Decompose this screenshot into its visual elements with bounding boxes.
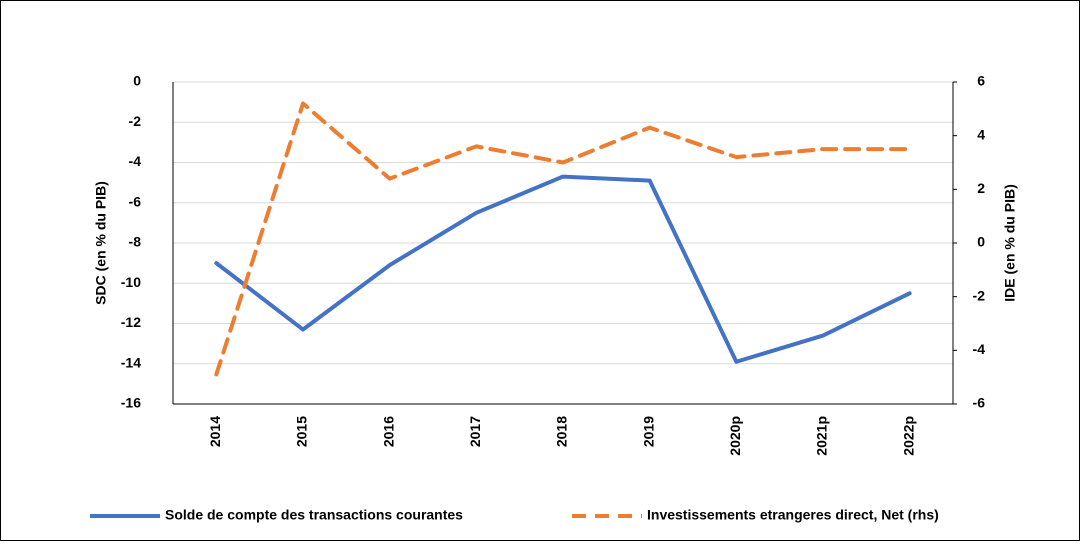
- y-tick-label: -12: [121, 314, 141, 330]
- series-line: [214, 101, 912, 377]
- series-line: [214, 174, 912, 364]
- y2-tick-label: -6: [973, 395, 986, 411]
- x-tick-label: 2021p: [814, 416, 830, 456]
- x-tick-label: 2017: [467, 416, 483, 447]
- y-tick-label: -2: [129, 113, 142, 129]
- x-tick-label: 2016: [380, 416, 396, 447]
- y-tick-label: -4: [129, 153, 142, 169]
- y-tick-label: -8: [129, 234, 142, 250]
- y-tick-label: -14: [121, 354, 141, 370]
- x-tick-label: 2020p: [727, 416, 743, 456]
- x-tick-label: 2019: [640, 416, 656, 447]
- x-tick-label: 2018: [554, 416, 570, 447]
- y-axis-title: SDC (en % du PIB): [93, 181, 109, 305]
- x-tick-label: 2022p: [900, 416, 916, 456]
- y2-tick-label: 6: [977, 73, 985, 89]
- y-tick-label: -16: [121, 395, 141, 411]
- y-tick-label: -6: [129, 193, 142, 209]
- y2-tick-label: -2: [973, 287, 986, 303]
- y2-tick-label: 0: [977, 234, 985, 250]
- y-tick-label: 0: [133, 73, 141, 89]
- y-tick-label: -10: [121, 274, 141, 290]
- y2-axis-title: IDE (en % du PIB): [1002, 184, 1018, 301]
- y2-tick-label: 2: [977, 180, 985, 196]
- x-tick-label: 2015: [294, 416, 310, 447]
- x-tick-label: 2014: [207, 416, 223, 447]
- legend-label: Solde de compte des transactions courant…: [165, 507, 463, 523]
- y2-tick-label: 4: [977, 126, 985, 142]
- legend-label: Investissements etrangeres direct, Net (…: [647, 507, 939, 523]
- y2-tick-label: -4: [973, 341, 986, 357]
